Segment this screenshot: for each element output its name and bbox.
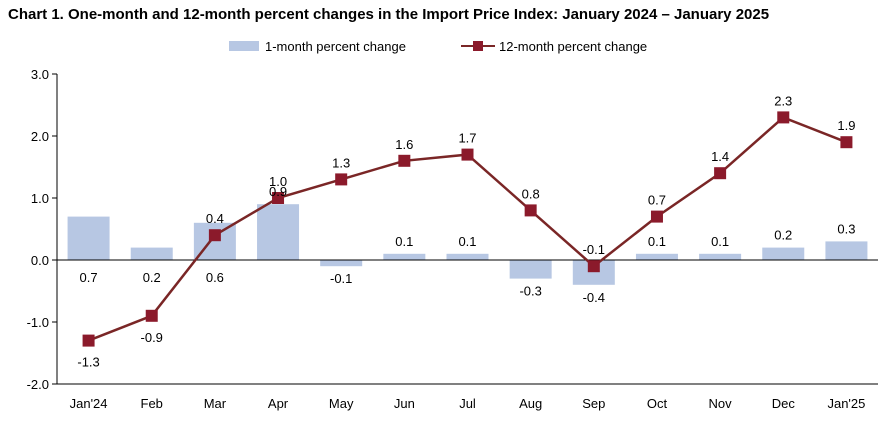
- line-marker: [524, 204, 537, 217]
- y-tick-label: 2.0: [31, 129, 49, 144]
- line-data-label: 1.3: [332, 155, 350, 170]
- x-tick-label: Jun: [394, 396, 415, 411]
- bar-data-label: 0.3: [837, 221, 855, 236]
- line-data-label: 1.6: [395, 137, 413, 152]
- chart-title: Chart 1. One-month and 12-month percent …: [8, 6, 770, 23]
- bar: [762, 247, 805, 260]
- x-tick-label: Jan'25: [827, 396, 865, 411]
- line-data-label: 1.0: [269, 174, 287, 189]
- bar: [699, 253, 742, 260]
- legend: 1-month percent change 12-month percent …: [229, 39, 647, 54]
- line-data-label: -0.9: [141, 330, 163, 345]
- x-tick-label: Dec: [772, 396, 796, 411]
- bar: [320, 260, 363, 267]
- bar-data-label: -0.3: [519, 284, 541, 299]
- legend-line-label: 12-month percent change: [499, 39, 647, 54]
- x-tick-label: Aug: [519, 396, 542, 411]
- line-data-label: 1.4: [711, 149, 729, 164]
- line-marker: [714, 167, 727, 180]
- line-marker: [461, 148, 474, 161]
- x-tick-label: Sep: [582, 396, 605, 411]
- bar: [446, 253, 489, 260]
- line-marker: [145, 309, 158, 322]
- bar: [825, 241, 868, 260]
- bar-data-label: 0.6: [206, 270, 224, 285]
- bar-data-label: 0.1: [648, 234, 666, 249]
- y-tick-label: 3.0: [31, 67, 49, 82]
- bar-data-label: -0.1: [330, 271, 352, 286]
- line-data-label: 1.7: [458, 131, 476, 146]
- line-data-label: 1.9: [837, 118, 855, 133]
- y-tick-label: 1.0: [31, 191, 49, 206]
- line-marker: [777, 111, 790, 124]
- legend-bar-label: 1-month percent change: [265, 39, 406, 54]
- bar-data-label: 0.9: [269, 184, 287, 199]
- x-tick-label: Jul: [459, 396, 476, 411]
- line-data-label: 0.7: [648, 193, 666, 208]
- y-tick-label: 0.0: [31, 253, 49, 268]
- bar: [383, 253, 426, 260]
- bar-data-label: -0.4: [583, 290, 605, 305]
- line-marker: [840, 136, 853, 149]
- bar: [509, 260, 552, 279]
- bar: [257, 204, 300, 260]
- bar: [130, 247, 173, 260]
- x-tick-label: May: [329, 396, 354, 411]
- bar: [67, 216, 110, 260]
- plot-area: 3.0 2.0 1.0 0.0 -1.0 -2.0 Jan'24 Feb Mar Apr May Ju…: [27, 67, 878, 411]
- bar-data-label: 0.1: [458, 234, 476, 249]
- x-tick-label: Oct: [647, 396, 668, 411]
- line-data-label: 2.3: [774, 93, 792, 108]
- bar: [635, 253, 678, 260]
- x-tick-label: Apr: [268, 396, 289, 411]
- line-data-label: -1.3: [77, 355, 99, 370]
- legend-line-marker: [473, 41, 483, 51]
- bar-data-label: 0.2: [774, 228, 792, 243]
- line-marker: [335, 173, 348, 186]
- bar-data-label: 0.1: [395, 234, 413, 249]
- line-marker: [587, 260, 600, 273]
- line-marker: [398, 154, 411, 167]
- y-tick-label: -1.0: [27, 315, 49, 330]
- line-marker: [650, 210, 663, 223]
- y-tick-label: -2.0: [27, 377, 49, 392]
- line-marker: [272, 192, 285, 204]
- line-data-label: 0.4: [206, 211, 224, 226]
- line-data-label: -0.1: [583, 242, 605, 257]
- x-tick-label: Feb: [141, 396, 163, 411]
- x-tick-label: Jan'24: [70, 396, 108, 411]
- bar-data-label: 0.2: [143, 270, 161, 285]
- legend-bar-swatch: [229, 41, 259, 51]
- bar-data-label: 0.7: [80, 270, 98, 285]
- x-tick-label: Mar: [204, 396, 227, 411]
- line-data-label: 0.8: [522, 186, 540, 201]
- bar-data-label: 0.1: [711, 234, 729, 249]
- line-marker: [208, 229, 221, 242]
- line-marker: [82, 334, 95, 347]
- x-tick-label: Nov: [709, 396, 733, 411]
